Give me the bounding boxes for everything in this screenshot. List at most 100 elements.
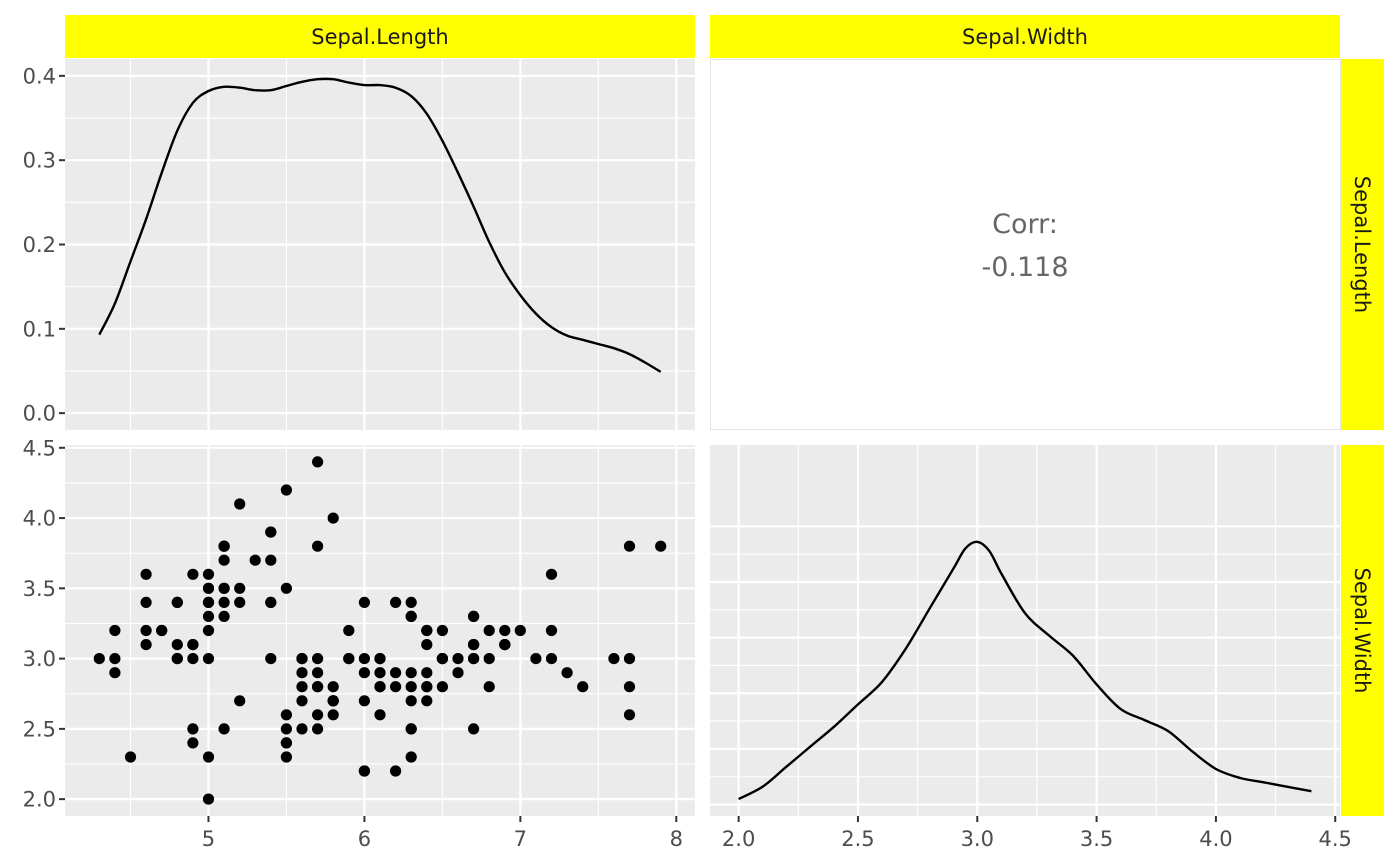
x-tick-label: 4.5: [1319, 827, 1352, 851]
scatter-point: [623, 653, 636, 665]
scatter-point: [468, 723, 480, 735]
y-tick-label: 0.2: [23, 233, 56, 257]
panel-background: [710, 445, 1340, 816]
scatter-point: [109, 667, 121, 679]
scatter-point: [405, 695, 417, 707]
scatter-point: [514, 624, 526, 637]
scatter-point: [187, 568, 199, 580]
scatter-point: [545, 653, 558, 665]
scatter-point: [452, 667, 464, 679]
scatter-point: [436, 653, 448, 665]
scatter-point: [468, 639, 480, 651]
scatter-point: [483, 653, 495, 665]
panel-background: [65, 445, 695, 816]
scatter-point: [312, 540, 324, 552]
scatter-point: [343, 624, 355, 637]
scatter-point: [499, 639, 511, 651]
density-line-sepal-width: [738, 540, 1312, 801]
scatter-point: [265, 526, 277, 538]
y-tick-label: 0.1: [23, 317, 56, 341]
scatter-point: [156, 624, 168, 637]
scatter-point: [280, 582, 292, 594]
scatter-point: [312, 709, 324, 721]
scatter-point: [343, 653, 355, 665]
density-line-sepal-length: [98, 77, 662, 373]
scatter-point: [390, 596, 402, 609]
scatter-point: [483, 681, 495, 693]
scatter-point: [390, 765, 402, 777]
scatter-point: [280, 723, 292, 735]
scatter-point: [171, 639, 183, 651]
scatter-point: [187, 737, 199, 749]
scatter-point: [202, 568, 215, 580]
scatter-point: [93, 653, 105, 665]
scatter-point: [109, 624, 121, 637]
y-tick-label: 0.0: [23, 402, 56, 426]
scatter-point: [218, 582, 230, 594]
scatter-point: [234, 695, 246, 707]
scatter-point: [234, 582, 246, 594]
x-tick-label: 3.0: [961, 827, 994, 851]
scatter-point: [280, 751, 292, 763]
scatter-point: [405, 723, 417, 735]
scatter-point: [405, 596, 417, 609]
scatter-point: [545, 624, 558, 637]
scatter-point: [405, 667, 417, 679]
strip-col-2: [710, 15, 1340, 58]
scatter-point: [280, 737, 292, 749]
x-tick-label: 6: [358, 827, 371, 851]
scatter-point: [171, 653, 183, 665]
x-tick-label: 4.0: [1199, 827, 1232, 851]
scatter-point: [312, 723, 324, 735]
strip-row-2: [1341, 445, 1384, 816]
x-tick-label: 7: [514, 827, 527, 851]
scatter-point: [452, 653, 464, 665]
scatter-point: [312, 667, 324, 679]
scatter-point: [218, 540, 230, 552]
scatter-point: [218, 723, 230, 735]
x-tick-label: 3.5: [1080, 827, 1113, 851]
scatter-point: [327, 695, 339, 707]
scatter-point: [530, 653, 542, 665]
scatter-point: [265, 554, 277, 566]
strip-col-1: [65, 15, 695, 58]
scatter-point: [374, 667, 386, 679]
strip-row-2-label: Sepal.Width: [1350, 568, 1374, 694]
scatter-point: [312, 681, 324, 693]
scatter-point: [436, 681, 448, 693]
scatter-point: [140, 624, 152, 637]
scatter-point: [374, 681, 386, 693]
scatter-point: [358, 695, 370, 707]
scatter-point: [358, 596, 370, 609]
scatter-point: [187, 639, 199, 651]
scatter-point: [623, 540, 636, 552]
panel-scatter-length-width: [65, 445, 695, 816]
scatter-point: [327, 512, 339, 524]
scatter-point: [405, 751, 417, 763]
scatter-point: [218, 610, 230, 623]
scatter-point: [280, 484, 292, 496]
scatter-point: [468, 653, 480, 665]
x-tick-label: 2.5: [841, 827, 874, 851]
scatter-point: [577, 681, 589, 693]
scatter-point: [234, 596, 246, 609]
correlation-panel-box: [710, 59, 1341, 430]
scatter-point: [296, 681, 308, 693]
scatter-point: [374, 653, 386, 665]
scatter-point: [327, 681, 339, 693]
panel-density-sepal-width: [710, 445, 1340, 816]
scatter-point: [202, 793, 215, 805]
y-axis-density: 0.0 0.1 0.2 0.3 0.4: [23, 64, 65, 426]
scatter-points: [93, 456, 667, 805]
scatter-point: [234, 498, 246, 510]
scatter-point: [468, 610, 480, 623]
scatter-point: [202, 624, 215, 637]
scatter-point: [421, 681, 433, 693]
scatter-point: [436, 624, 448, 637]
scatter-point: [187, 653, 199, 665]
scatter-point: [218, 596, 230, 609]
scatter-point: [499, 624, 511, 637]
strip-col-1-label: Sepal.Length: [311, 25, 448, 49]
panel-correlation: Corr: -0.118: [710, 59, 1341, 430]
